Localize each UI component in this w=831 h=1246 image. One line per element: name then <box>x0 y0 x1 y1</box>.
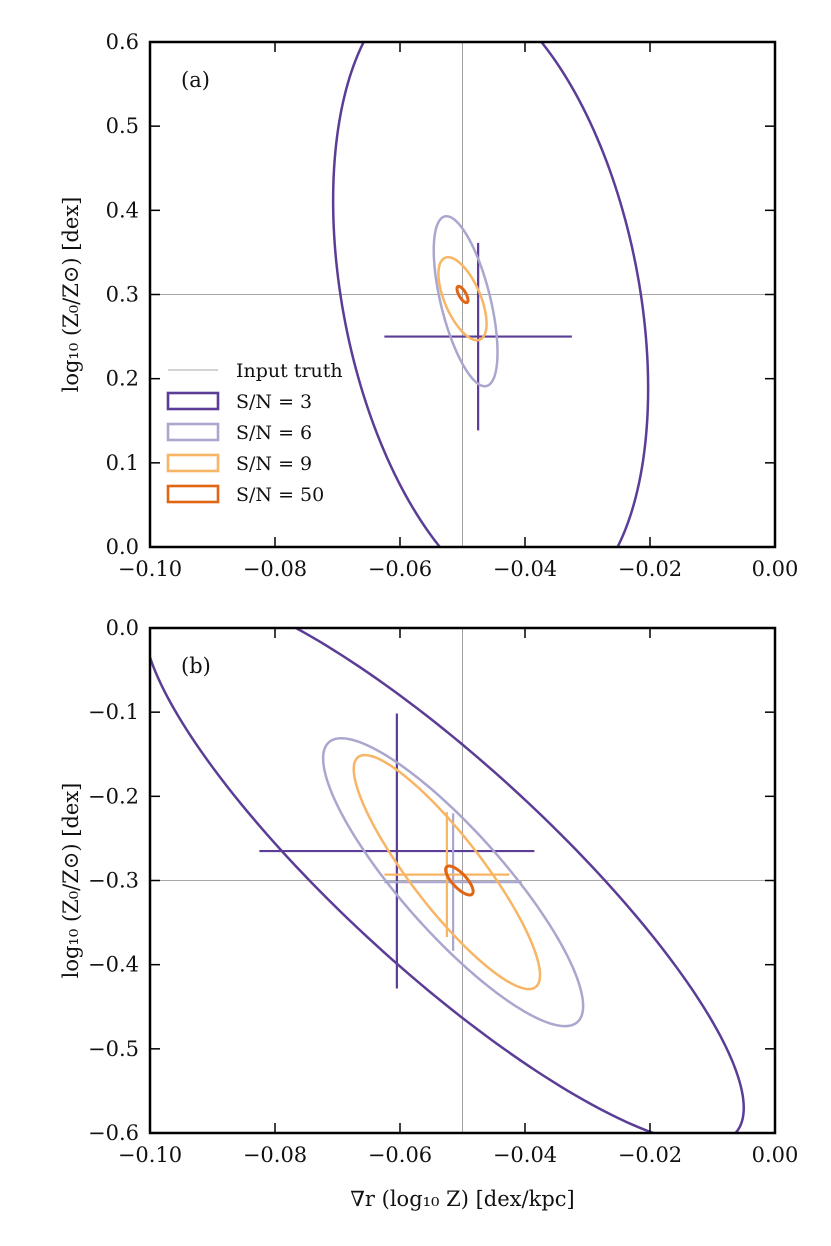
axis-ticks <box>149 41 776 548</box>
contour-sn6 <box>432 214 499 388</box>
y-tick-label: 0.5 <box>106 114 139 138</box>
x-tick-label: −0.10 <box>118 1143 182 1167</box>
y-tick-labels: 0.0 −0.1 −0.2 −0.3 −0.4 −0.5 −0.6 <box>88 616 139 1145</box>
truth-lines <box>150 628 775 1133</box>
y-tick-label: 0.4 <box>106 198 139 222</box>
axes-frame <box>148 626 777 1135</box>
y-tick-label: −0.3 <box>88 869 139 893</box>
x-tick-label: −0.06 <box>368 557 432 581</box>
y-tick-label: 0.2 <box>106 367 139 391</box>
x-tick-label: −0.10 <box>118 557 182 581</box>
x-tick-labels: −0.10 −0.08 −0.06 −0.04 −0.02 0.00 <box>118 557 799 581</box>
x-axis-label: ∇r (log₁₀ Z) [dex/kpc] <box>350 1187 574 1211</box>
y-tick-label: −0.5 <box>88 1037 139 1061</box>
y-tick-label: 0.6 <box>106 30 139 54</box>
y-tick-label: 0.3 <box>106 283 139 307</box>
x-tick-label: −0.08 <box>243 1143 307 1167</box>
panel-b: −0.10 −0.08 −0.06 −0.04 −0.02 0.00 0.0 −0.1 −0.… <box>59 616 799 1211</box>
legend-swatch-sn9 <box>166 453 220 473</box>
x-tick-label: −0.02 <box>618 557 682 581</box>
x-tick-label: −0.02 <box>618 1143 682 1167</box>
x-tick-label: −0.08 <box>243 557 307 581</box>
panel-a: −0.10 −0.08 −0.06 −0.04 −0.02 0.00 0.00.10.20… <box>59 30 799 581</box>
y-tick-labels: 0.0 0.1 0.2 0.3 0.4 0.5 0.6 <box>106 30 139 559</box>
y-tick-label: −0.4 <box>88 953 139 977</box>
contour-sn50 <box>455 284 470 305</box>
legend-label-sn6: S/N = 6 <box>236 422 312 444</box>
contour-series <box>150 628 746 1133</box>
y-axis-label: log₁₀ (Z₀/Z⊙) [dex] <box>59 783 83 979</box>
panel-label: (b) <box>181 654 211 678</box>
contour-sn3 <box>331 42 650 547</box>
legend-label-sn50: S/N = 50 <box>236 484 324 506</box>
x-tick-label: 0.00 <box>752 557 799 581</box>
legend-label-sn3: S/N = 3 <box>236 391 312 413</box>
y-tick-label: 0.0 <box>106 616 139 640</box>
contour-sn50 <box>444 864 475 897</box>
contour-series <box>331 42 650 547</box>
contour-sn3 <box>150 628 746 1133</box>
truth-lines <box>150 42 775 547</box>
y-axis-label: log₁₀ (Z₀/Z⊙) [dex] <box>59 197 83 393</box>
y-tick-label: −0.1 <box>88 700 139 724</box>
x-tick-label: −0.06 <box>368 1143 432 1167</box>
legend-swatch-sn3 <box>166 391 220 411</box>
legend-label-sn9: S/N = 9 <box>236 453 312 475</box>
y-tick-label: −0.6 <box>88 1121 139 1145</box>
axes-frame <box>148 40 777 549</box>
contour-sn6 <box>321 737 585 1028</box>
legend-swatch-sn50 <box>166 484 220 504</box>
legend: Input truth S/N = 3 S/N = 6 S/N = 9 S/N = 50 <box>166 360 343 506</box>
x-tick-label: 0.00 <box>752 1143 799 1167</box>
legend-label-truth: Input truth <box>236 360 343 382</box>
y-tick-label: 0.0 <box>106 535 139 559</box>
x-tick-label: −0.04 <box>493 1143 557 1167</box>
y-tick-label: −0.2 <box>88 784 139 808</box>
panel-label: (a) <box>181 68 210 92</box>
x-tick-labels: −0.10 −0.08 −0.06 −0.04 −0.02 0.00 <box>118 1143 799 1167</box>
x-tick-label: −0.04 <box>493 557 557 581</box>
legend-swatch-sn6 <box>166 422 220 442</box>
contour-sn9 <box>437 255 488 342</box>
y-tick-label: 0.1 <box>106 451 139 475</box>
